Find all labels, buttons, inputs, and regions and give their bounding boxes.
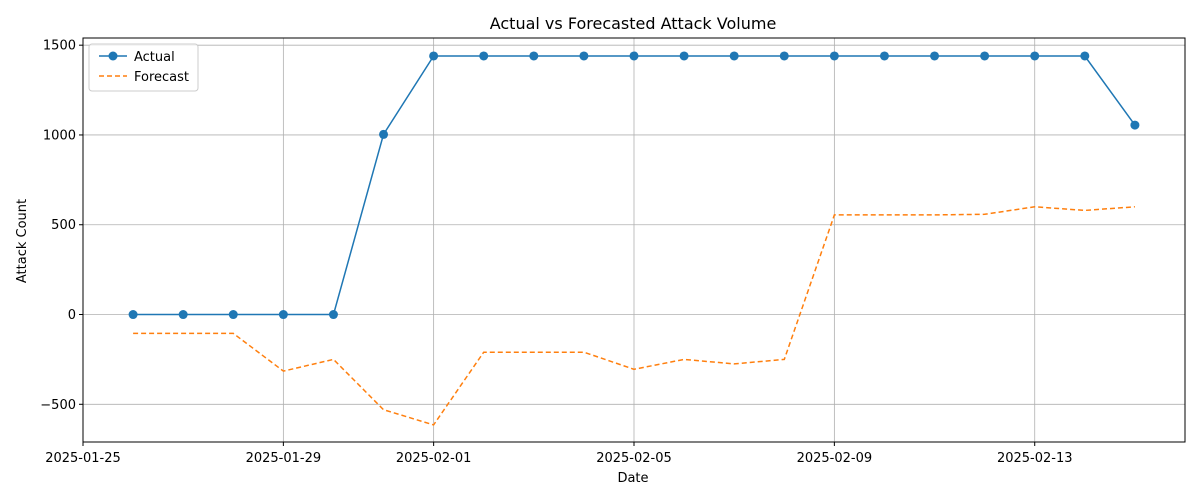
data-point-actual: [1030, 51, 1040, 61]
data-point-actual: [879, 51, 889, 61]
x-axis-label: Date: [617, 471, 648, 486]
data-point-actual: [579, 51, 589, 61]
x-tick-label: 2025-01-29: [246, 451, 322, 466]
data-point-actual: [679, 51, 689, 61]
legend-actual-label: Actual: [134, 50, 175, 65]
chart-title: Actual vs Forecasted Attack Volume: [490, 14, 777, 33]
data-point-actual: [980, 51, 990, 61]
data-point-actual: [829, 51, 839, 61]
ticks: 2025-01-25 2025-01-29 2025-02-01 2025-02-05…: [40, 39, 1072, 466]
data-point-actual: [278, 310, 288, 320]
data-point-actual: [479, 51, 489, 61]
data-point-actual: [1130, 120, 1140, 130]
data-point-actual: [729, 51, 739, 61]
y-tick-label: 500: [51, 218, 76, 233]
y-tick-label: 1500: [43, 39, 76, 54]
x-tick-label: 2025-02-13: [997, 451, 1073, 466]
x-tick-label: 2025-02-05: [596, 451, 672, 466]
data-point-actual: [529, 51, 539, 61]
data-point-actual: [629, 51, 639, 61]
legend: Actual Forecast: [88, 43, 199, 92]
y-tick-label: 0: [68, 308, 76, 323]
data-point-actual: [328, 310, 338, 320]
series-layer: [128, 51, 1140, 426]
legend-forecast-label: Forecast: [134, 70, 189, 85]
data-point-actual: [429, 51, 439, 61]
x-tick-label: 2025-01-25: [45, 451, 121, 466]
data-point-actual: [930, 51, 940, 61]
x-tick-label: 2025-02-01: [396, 451, 472, 466]
x-tick-label: 2025-02-09: [797, 451, 873, 466]
grid: [82, 38, 1185, 442]
y-tick-label: 1000: [43, 128, 76, 143]
data-point-actual: [1080, 51, 1090, 61]
data-point-actual: [128, 310, 138, 320]
data-point-actual: [779, 51, 789, 61]
series-line-forecast: [133, 206, 1135, 426]
data-point-actual: [178, 310, 188, 320]
y-tick-label: −500: [40, 398, 76, 413]
y-axis-label: Attack Count: [15, 199, 30, 283]
data-point-actual: [228, 310, 238, 320]
legend-actual-marker: [108, 51, 118, 61]
data-point-actual: [379, 129, 389, 139]
